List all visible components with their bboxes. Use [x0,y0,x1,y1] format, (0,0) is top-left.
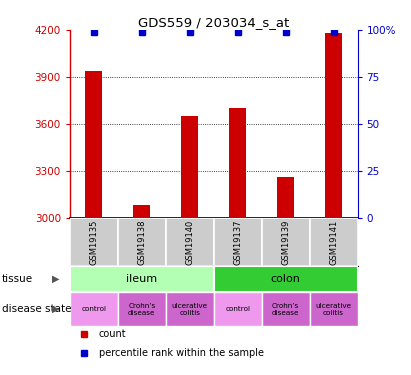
Text: Crohn’s
disease: Crohn’s disease [272,303,299,315]
Bar [118,292,166,327]
Bar [85,71,102,218]
Text: GSM19140: GSM19140 [185,219,194,265]
Bar [166,218,214,266]
Bar [70,266,214,292]
Text: GSM19141: GSM19141 [329,219,338,265]
Bar [181,116,198,218]
Bar [214,266,358,292]
Bar [70,292,118,327]
Text: ulcerative
colitis: ulcerative colitis [172,303,208,315]
Bar [134,205,150,218]
Text: GSM19139: GSM19139 [281,219,290,265]
Bar [277,177,294,218]
Bar [262,218,309,266]
Bar [309,218,358,266]
Bar [118,218,166,266]
Title: GDS559 / 203034_s_at: GDS559 / 203034_s_at [138,16,289,29]
Text: Crohn’s
disease: Crohn’s disease [128,303,155,315]
Text: count: count [99,329,126,339]
Bar [70,218,118,266]
Bar [214,218,262,266]
Text: control: control [81,306,106,312]
Text: ulcerative
colitis: ulcerative colitis [316,303,352,315]
Bar [214,292,262,327]
Bar [309,292,358,327]
Text: GSM19135: GSM19135 [89,219,98,265]
Text: GSM19137: GSM19137 [233,219,242,265]
Text: disease state: disease state [2,304,72,314]
Text: ▶: ▶ [52,274,59,284]
Text: ileum: ileum [126,274,157,284]
Text: ▶: ▶ [52,304,59,314]
Bar [166,292,214,327]
Bar [229,108,246,218]
Text: tissue: tissue [2,274,33,284]
Text: GSM19138: GSM19138 [137,219,146,265]
Text: percentile rank within the sample: percentile rank within the sample [99,348,263,358]
Bar [262,292,309,327]
Text: colon: colon [271,274,300,284]
Bar [325,33,342,218]
Text: control: control [225,306,250,312]
